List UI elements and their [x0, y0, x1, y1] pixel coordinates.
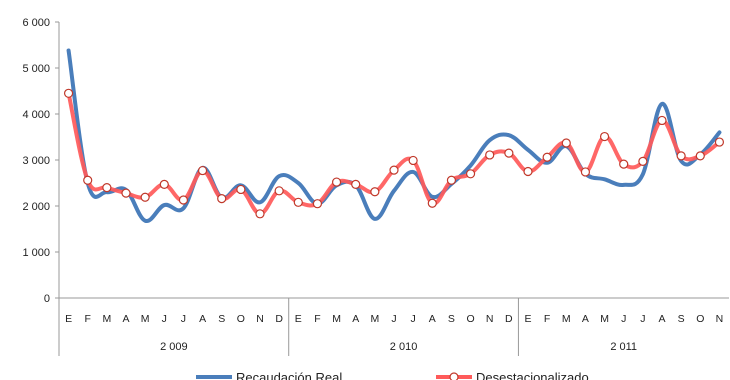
data-point-desestacionalizado [197, 165, 208, 176]
x-month-label: N [486, 313, 494, 325]
data-point-desestacionalizado [638, 156, 648, 166]
x-month-label: S [448, 313, 455, 325]
data-point-desestacionalizado [159, 179, 169, 189]
x-month-label: A [429, 313, 436, 325]
data-point-desestacionalizado [312, 199, 323, 209]
legend-label-desest: Desestacionalizado [476, 370, 589, 380]
x-month-label: A [352, 313, 359, 325]
data-point-desestacionalizado [599, 131, 610, 142]
data-point-desestacionalizado [657, 115, 667, 126]
data-point-desestacionalizado [140, 192, 150, 202]
y-tick-label: 0 [44, 293, 50, 305]
x-month-label: J [181, 313, 186, 325]
y-axis: 0 1 000 2 000 3 000 4 000 5 000 6 000 [22, 17, 60, 305]
data-point-desestacionalizado [121, 188, 131, 198]
x-month-label: N [716, 313, 724, 325]
x-month-label: N [256, 313, 264, 325]
y-tick-label: 2 000 [22, 201, 50, 213]
data-point-desestacionalizado [236, 184, 246, 195]
x-month-label: O [466, 313, 474, 325]
x-month-label: D [275, 313, 283, 325]
legend-marker-desest [449, 372, 459, 380]
data-point-desestacionalizado [465, 169, 476, 179]
x-month-label: O [696, 313, 704, 325]
legend-label-real: Recaudación Real [236, 370, 342, 380]
x-month-label: M [141, 313, 150, 325]
x-month-label: M [562, 313, 571, 325]
data-point-desestacionalizado [331, 177, 342, 187]
legend: Recaudación Real Desestacionalizado [196, 370, 589, 380]
x-month-label: J [411, 313, 416, 325]
data-point-desestacionalizado [274, 186, 284, 196]
data-point-desestacionalizado [504, 148, 514, 158]
data-point-desestacionalizado [427, 198, 437, 208]
data-point-desestacionalizado [542, 152, 552, 162]
x-year-label: 2 010 [390, 341, 418, 353]
data-point-desestacionalizado [255, 209, 265, 219]
data-point-desestacionalizado [217, 194, 227, 204]
x-month-label: J [640, 313, 645, 325]
x-month-label: A [582, 313, 589, 325]
data-point-desestacionalizado [561, 138, 571, 148]
data-point-desestacionalizado [523, 166, 533, 177]
data-point-desestacionalizado [83, 175, 93, 185]
data-point-desestacionalizado [485, 150, 495, 160]
data-point-desestacionalizado [714, 137, 725, 147]
x-month-label: F [314, 313, 320, 325]
x-month-label: D [505, 313, 513, 325]
data-point-desestacionalizado [580, 167, 591, 177]
x-year-label: 2 011 [610, 341, 637, 353]
data-point-desestacionalizado [408, 155, 418, 166]
x-month-label: E [65, 313, 72, 325]
x-month-label: M [332, 313, 341, 325]
data-point-desestacionalizado [102, 183, 112, 193]
x-month-label: M [370, 313, 379, 325]
x-month-label: E [524, 313, 531, 325]
y-tick-label: 4 000 [22, 109, 50, 121]
x-month-label: S [218, 313, 225, 325]
x-month-label: S [678, 313, 685, 325]
x-month-label: J [621, 313, 626, 325]
x-month-label: J [391, 313, 396, 325]
y-tick-label: 3 000 [22, 155, 50, 167]
data-point-desestacionalizado [389, 165, 399, 175]
data-point-desestacionalizado [370, 187, 380, 197]
series-line-recaudacion-real [66, 48, 722, 223]
data-point-desestacionalizado [178, 195, 189, 205]
x-year-label: 2 009 [160, 341, 188, 353]
y-tick-label: 1 000 [22, 247, 50, 259]
x-month-label: A [199, 313, 206, 325]
x-month-label: F [544, 313, 550, 325]
x-month-label: J [162, 313, 167, 325]
data-point-desestacionalizado [446, 175, 457, 185]
data-point-desestacionalizado [695, 151, 705, 161]
x-month-label: M [102, 313, 111, 325]
x-month-label: A [122, 313, 129, 325]
x-axis: E F M A M J J A S O N D E F M A M J J A S O N D E F M A M J J A S O N2 009… [58, 297, 729, 356]
data-point-desestacionalizado [351, 179, 361, 189]
x-month-label: F [85, 313, 91, 325]
data-point-desestacionalizado [676, 151, 686, 161]
y-tick-label: 5 000 [22, 63, 50, 75]
x-month-label: M [600, 313, 609, 325]
x-month-label: E [295, 313, 302, 325]
y-tick-label: 6 000 [22, 17, 50, 29]
series-line-desestacionalizado [66, 91, 722, 216]
plot-area [63, 48, 725, 223]
x-month-label: O [237, 313, 245, 325]
x-month-label: A [658, 313, 665, 325]
data-point-desestacionalizado [619, 159, 629, 169]
data-point-desestacionalizado [63, 88, 74, 98]
data-point-desestacionalizado [293, 197, 303, 207]
